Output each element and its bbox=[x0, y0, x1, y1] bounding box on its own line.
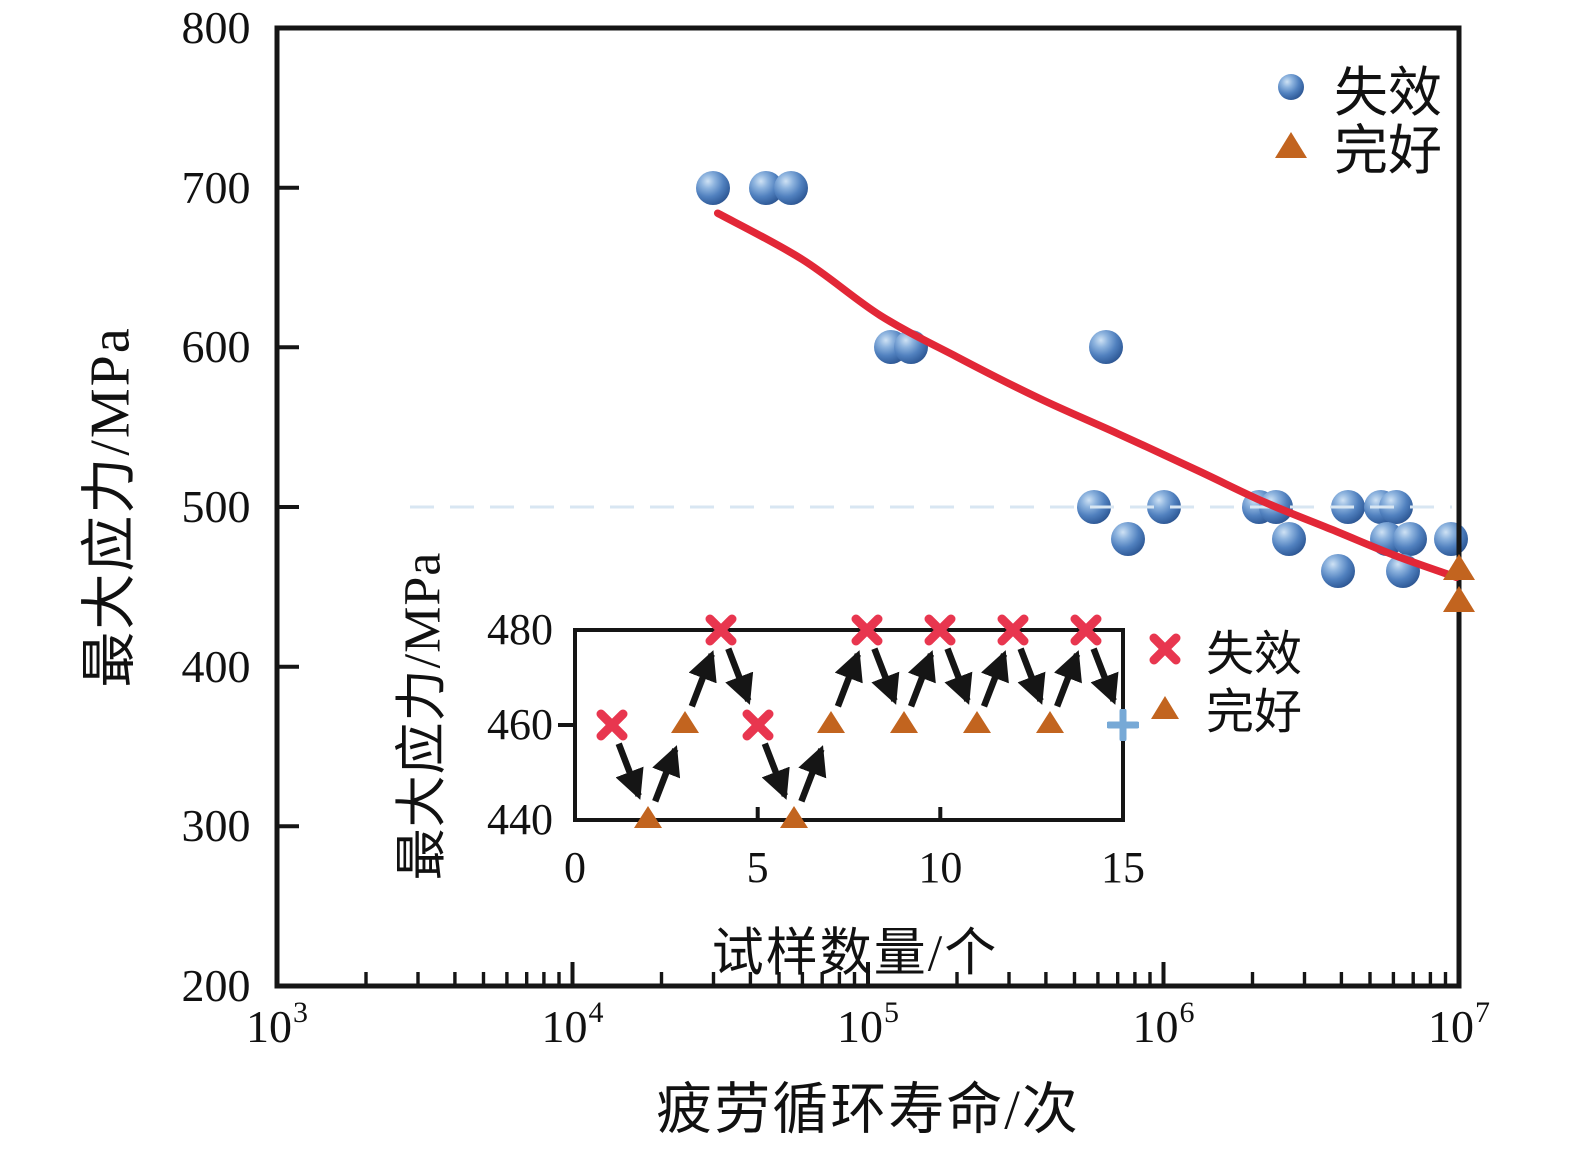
inset-y-tick-label-460: 460 bbox=[487, 700, 553, 749]
inset-legend-row-failure: 失效 bbox=[1146, 620, 1302, 681]
failure-sphere-icon bbox=[1272, 74, 1310, 100]
inset-legend-row-intact: 完好 bbox=[1146, 678, 1302, 739]
main-x-axis-title: 疲劳循环寿命/次 bbox=[656, 1079, 1080, 1142]
inset-y-tick-label-440: 440 bbox=[487, 795, 553, 844]
main-legend-row-intact: 完好 bbox=[1272, 116, 1442, 181]
main-y-tick-label-800: 800 bbox=[181, 2, 251, 53]
main-y-tick-label-200: 200 bbox=[181, 960, 251, 1011]
inset-x-tick-label-15: 15 bbox=[1101, 843, 1145, 892]
main-y-tick-label-700: 700 bbox=[181, 161, 251, 213]
main-y-axis-title: 最大应力/MPa bbox=[79, 326, 142, 688]
main-x-tick-label-1e3: 103 bbox=[246, 995, 308, 1053]
main-y-tick-label-300: 300 bbox=[181, 800, 251, 852]
intact-triangle-icon bbox=[1272, 132, 1310, 158]
main-y-tick-label-600: 600 bbox=[181, 321, 251, 373]
main-y-tick-label-400: 400 bbox=[181, 640, 251, 692]
main-y-tick-label-500: 500 bbox=[181, 481, 251, 532]
main-legend-label-intact: 完好 bbox=[1334, 120, 1442, 181]
inset-y-tick-label-480: 480 bbox=[487, 605, 553, 654]
inset-x-tick-label-0: 0 bbox=[564, 843, 586, 892]
inset-x-tick-label-10: 10 bbox=[918, 843, 963, 892]
failure-x-icon bbox=[1146, 632, 1184, 666]
main-x-tick-label-1e5: 105 bbox=[837, 995, 899, 1053]
main-legend: 失效 完好 bbox=[1272, 58, 1442, 181]
inset-x-axis-title: 试样数量/个 bbox=[711, 925, 999, 983]
inset-y-axis-title: 最大应力/MPa bbox=[394, 551, 452, 881]
main-x-tick-label-1e4: 104 bbox=[541, 995, 604, 1053]
inset-legend-label-intact: 完好 bbox=[1206, 686, 1303, 739]
main-x-tick-label-1e7: 107 bbox=[1428, 995, 1490, 1053]
intact-triangle-small-icon bbox=[1146, 695, 1184, 719]
inset-legend: 失效 完好 bbox=[1146, 620, 1302, 739]
main-x-tick-label-1e6: 106 bbox=[1132, 995, 1195, 1053]
inset-x-tick-label-5: 5 bbox=[746, 843, 769, 892]
